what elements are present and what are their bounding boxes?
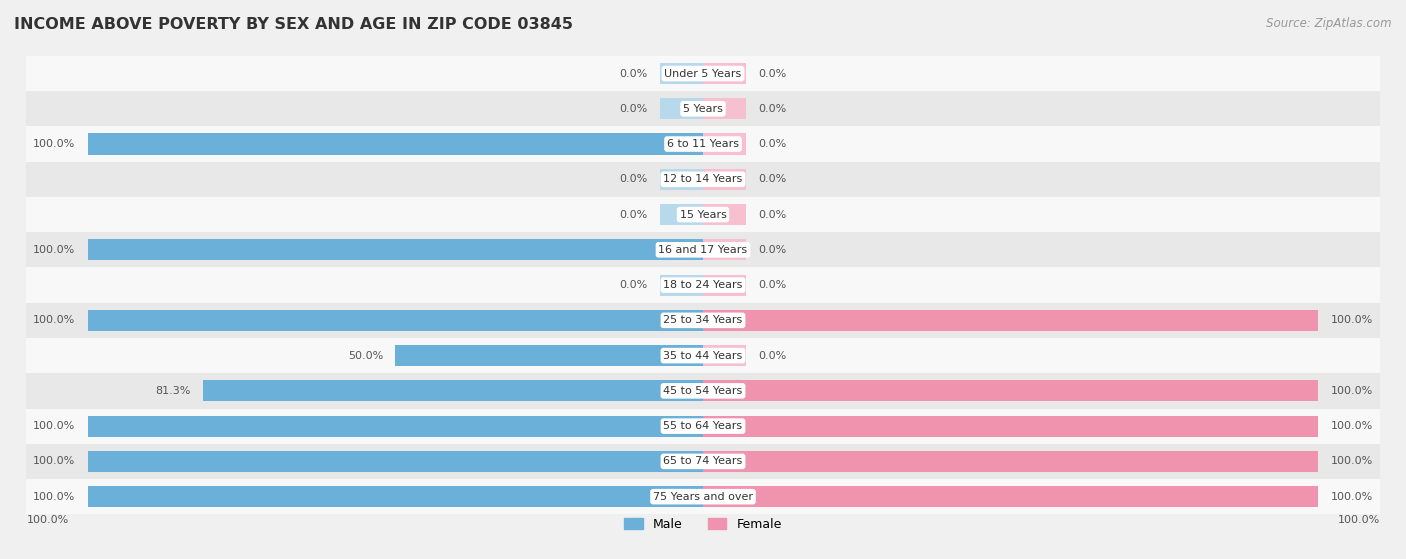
- Text: 100.0%: 100.0%: [1330, 386, 1372, 396]
- Bar: [27, 56, 1379, 91]
- Text: Under 5 Years: Under 5 Years: [665, 69, 741, 78]
- Text: 100.0%: 100.0%: [34, 421, 76, 431]
- Legend: Male, Female: Male, Female: [619, 513, 787, 536]
- Text: Source: ZipAtlas.com: Source: ZipAtlas.com: [1267, 17, 1392, 30]
- Bar: [703, 274, 747, 296]
- Text: 35 to 44 Years: 35 to 44 Years: [664, 350, 742, 361]
- Bar: [659, 204, 703, 225]
- Bar: [202, 380, 703, 401]
- Text: 81.3%: 81.3%: [155, 386, 191, 396]
- Text: 100.0%: 100.0%: [34, 245, 76, 255]
- Bar: [395, 345, 703, 366]
- Text: 100.0%: 100.0%: [34, 492, 76, 501]
- Bar: [703, 380, 1319, 401]
- Text: 50.0%: 50.0%: [347, 350, 382, 361]
- Text: INCOME ABOVE POVERTY BY SEX AND AGE IN ZIP CODE 03845: INCOME ABOVE POVERTY BY SEX AND AGE IN Z…: [14, 17, 574, 32]
- Bar: [87, 239, 703, 260]
- Text: 0.0%: 0.0%: [758, 245, 786, 255]
- Bar: [27, 338, 1379, 373]
- Bar: [703, 134, 747, 155]
- Text: 0.0%: 0.0%: [758, 174, 786, 184]
- Text: 0.0%: 0.0%: [620, 280, 648, 290]
- Bar: [703, 310, 1319, 331]
- Bar: [659, 98, 703, 120]
- Text: 0.0%: 0.0%: [758, 104, 786, 114]
- Text: 65 to 74 Years: 65 to 74 Years: [664, 456, 742, 466]
- Text: 0.0%: 0.0%: [758, 280, 786, 290]
- Text: 5 Years: 5 Years: [683, 104, 723, 114]
- Bar: [87, 415, 703, 437]
- Text: 0.0%: 0.0%: [620, 174, 648, 184]
- Text: 100.0%: 100.0%: [1337, 515, 1379, 525]
- Text: 18 to 24 Years: 18 to 24 Years: [664, 280, 742, 290]
- Bar: [27, 232, 1379, 267]
- Bar: [27, 126, 1379, 162]
- Text: 0.0%: 0.0%: [758, 69, 786, 78]
- Text: 100.0%: 100.0%: [34, 315, 76, 325]
- Text: 75 Years and over: 75 Years and over: [652, 492, 754, 501]
- Text: 100.0%: 100.0%: [34, 139, 76, 149]
- Bar: [659, 63, 703, 84]
- Bar: [27, 373, 1379, 409]
- Text: 0.0%: 0.0%: [620, 104, 648, 114]
- Bar: [87, 486, 703, 507]
- Text: 0.0%: 0.0%: [758, 210, 786, 220]
- Text: 100.0%: 100.0%: [34, 456, 76, 466]
- Text: 15 Years: 15 Years: [679, 210, 727, 220]
- Text: 0.0%: 0.0%: [620, 210, 648, 220]
- Bar: [703, 98, 747, 120]
- Bar: [703, 415, 1319, 437]
- Bar: [27, 197, 1379, 232]
- Text: 0.0%: 0.0%: [758, 139, 786, 149]
- Bar: [659, 169, 703, 190]
- Bar: [27, 91, 1379, 126]
- Bar: [27, 303, 1379, 338]
- Bar: [87, 451, 703, 472]
- Text: 100.0%: 100.0%: [1330, 456, 1372, 466]
- Text: 100.0%: 100.0%: [27, 515, 69, 525]
- Text: 45 to 54 Years: 45 to 54 Years: [664, 386, 742, 396]
- Text: 12 to 14 Years: 12 to 14 Years: [664, 174, 742, 184]
- Bar: [87, 134, 703, 155]
- Bar: [703, 169, 747, 190]
- Bar: [703, 486, 1319, 507]
- Bar: [659, 274, 703, 296]
- Bar: [703, 63, 747, 84]
- Bar: [27, 267, 1379, 303]
- Bar: [27, 479, 1379, 514]
- Text: 0.0%: 0.0%: [620, 69, 648, 78]
- Bar: [703, 451, 1319, 472]
- Bar: [27, 409, 1379, 444]
- Bar: [27, 162, 1379, 197]
- Bar: [87, 310, 703, 331]
- Text: 6 to 11 Years: 6 to 11 Years: [666, 139, 740, 149]
- Bar: [703, 204, 747, 225]
- Text: 100.0%: 100.0%: [1330, 315, 1372, 325]
- Text: 100.0%: 100.0%: [1330, 421, 1372, 431]
- Text: 16 and 17 Years: 16 and 17 Years: [658, 245, 748, 255]
- Bar: [27, 444, 1379, 479]
- Text: 25 to 34 Years: 25 to 34 Years: [664, 315, 742, 325]
- Text: 0.0%: 0.0%: [758, 350, 786, 361]
- Text: 100.0%: 100.0%: [1330, 492, 1372, 501]
- Text: 55 to 64 Years: 55 to 64 Years: [664, 421, 742, 431]
- Bar: [703, 345, 747, 366]
- Bar: [703, 239, 747, 260]
